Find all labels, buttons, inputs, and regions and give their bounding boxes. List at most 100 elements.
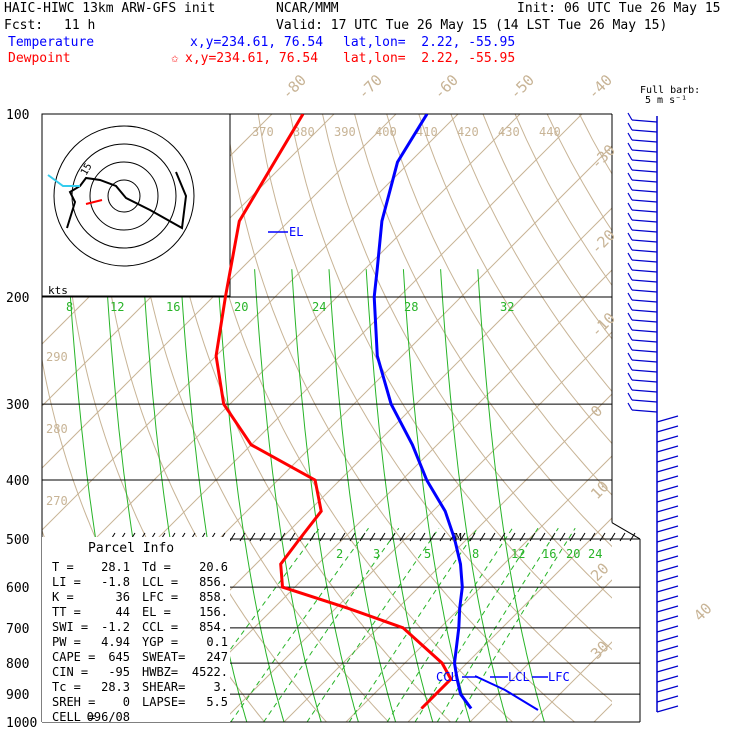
- parcel-field-label: CCL =: [142, 620, 178, 634]
- parcel-field-value: 28.1: [101, 560, 130, 574]
- freezing-hatch: [319, 532, 326, 542]
- isotherm-label: -80: [278, 71, 310, 103]
- freezing-hatch: [479, 532, 486, 542]
- parcel-field-label: SWI =: [52, 620, 88, 634]
- wind-barb-feather: [627, 322, 633, 331]
- fcst-label: Fcst:: [4, 18, 44, 33]
- parcel-field-value: 854.: [199, 620, 228, 634]
- wind-barb: [656, 435, 679, 443]
- wind-barb: [631, 249, 658, 253]
- parcel-field-label: LI =: [52, 575, 81, 589]
- parcel-field-label: CIN =: [52, 665, 88, 679]
- theta-label-low: 270: [46, 494, 68, 508]
- isotherm-line: [159, 269, 612, 722]
- isotherm-line: [345, 455, 612, 722]
- valid-time: Valid: 17 UTC Tue 26 May 15 (14 LST Tue …: [276, 18, 668, 33]
- theta-label-low: 290: [46, 350, 68, 364]
- parcel-field-label: LFC =: [142, 590, 178, 604]
- mixing-ratio-label: 32: [500, 300, 514, 314]
- freezing-hatch: [409, 532, 416, 542]
- wind-barb-feather: [627, 232, 633, 241]
- parcel-field-value: 856.: [199, 575, 228, 589]
- wind-barb: [656, 625, 679, 633]
- wind-barb-feather: [627, 372, 633, 381]
- mixing-ratio-label-low: 5: [424, 547, 431, 561]
- org-label: NCAR/MMM: [276, 1, 339, 16]
- freezing-hatch: [269, 532, 276, 542]
- wind-barbs: [627, 112, 679, 713]
- wind-barb: [631, 149, 658, 153]
- pressure-tick-label: 100: [6, 108, 29, 123]
- wind-barb: [631, 409, 658, 413]
- mixing-ratio-label-low: 12: [511, 547, 525, 561]
- theta-label: 380: [293, 125, 315, 139]
- freezing-hatch: [509, 532, 516, 542]
- theta-label: 440: [539, 125, 561, 139]
- freezing-hatch: [289, 532, 296, 542]
- isotherm-line: [531, 641, 612, 722]
- mixing-ratio-line: [348, 527, 479, 722]
- parcel-field-label: CELL =: [52, 710, 95, 724]
- parcel-field-value: -95: [108, 665, 130, 679]
- wind-barb: [631, 319, 658, 323]
- parcel-path: [474, 675, 539, 711]
- isotherm-line: [283, 393, 612, 722]
- theta-label: 420: [457, 125, 479, 139]
- freezing-hatch: [489, 532, 496, 542]
- el-label: EL: [289, 225, 303, 239]
- wind-barb-feather: [627, 202, 633, 211]
- freezing-hatch: [519, 532, 526, 542]
- wind-barb-feather: [627, 122, 633, 131]
- barb-unit: 5 m s⁻¹: [645, 95, 688, 106]
- parcel-field-value: 5.5: [206, 695, 228, 709]
- dry-adiabat: [708, 114, 740, 735]
- wind-barb: [631, 209, 658, 213]
- wind-barb: [656, 575, 679, 583]
- pressure-tick-label: 900: [6, 688, 29, 703]
- dry-adiabat: [225, 114, 576, 722]
- mixing-ratio-label: 16: [166, 300, 180, 314]
- lcl-label: LCL: [508, 670, 530, 684]
- wind-barb-feather: [627, 212, 633, 221]
- pressure-tick-label: 800: [6, 657, 29, 672]
- dewpoint-profile: [214, 114, 453, 710]
- pressure-tick-label: 700: [6, 622, 29, 637]
- freezing-hatch: [559, 532, 566, 542]
- wind-barb: [656, 455, 679, 463]
- wind-barb-feather: [627, 392, 633, 401]
- wind-barb-feather: [627, 222, 633, 231]
- hodograph-red-segment: [85, 199, 103, 205]
- wind-barb: [656, 645, 679, 653]
- wind-barb: [631, 359, 658, 363]
- parcel-field-value: 0.1: [206, 635, 228, 649]
- dry-adiabat: [514, 114, 612, 287]
- freezing-hatch: [309, 532, 316, 542]
- pressure-tick-label: 200: [6, 291, 29, 306]
- isotherm-label: 40: [690, 599, 716, 625]
- model-title: HAIC-HIWC 13km ARW-GFS init: [4, 1, 216, 16]
- wind-barb-feather: [627, 132, 633, 141]
- wind-barb-feather: [627, 332, 633, 341]
- freezing-hatch: [379, 532, 386, 542]
- mixing-ratio-label: 28: [404, 300, 418, 314]
- wind-barb-feather: [627, 152, 633, 161]
- hodograph-ring: [89, 161, 159, 231]
- wind-barb: [631, 269, 658, 273]
- dewpoint-marker-icon: ✩: [171, 51, 179, 66]
- profile-annotations: EL CCL LCL LFC M: [268, 225, 570, 711]
- mixing-ratio-line: [230, 527, 369, 722]
- temperature-profile: [372, 114, 473, 710]
- moist-adiabat: [254, 269, 322, 722]
- parcel-field-value: 4.94: [101, 635, 130, 649]
- wind-barb: [631, 309, 658, 313]
- parcel-field-value: 156.: [199, 605, 228, 619]
- hodograph-cyan-segment: [47, 174, 80, 187]
- wind-barb: [631, 219, 658, 223]
- wind-barb-feather: [627, 182, 633, 191]
- wind-barb: [656, 505, 679, 513]
- isotherm-label: -70: [354, 71, 386, 103]
- wind-barb-feather: [627, 172, 633, 181]
- wind-barb-feather: [627, 282, 633, 291]
- wind-barb: [656, 675, 679, 683]
